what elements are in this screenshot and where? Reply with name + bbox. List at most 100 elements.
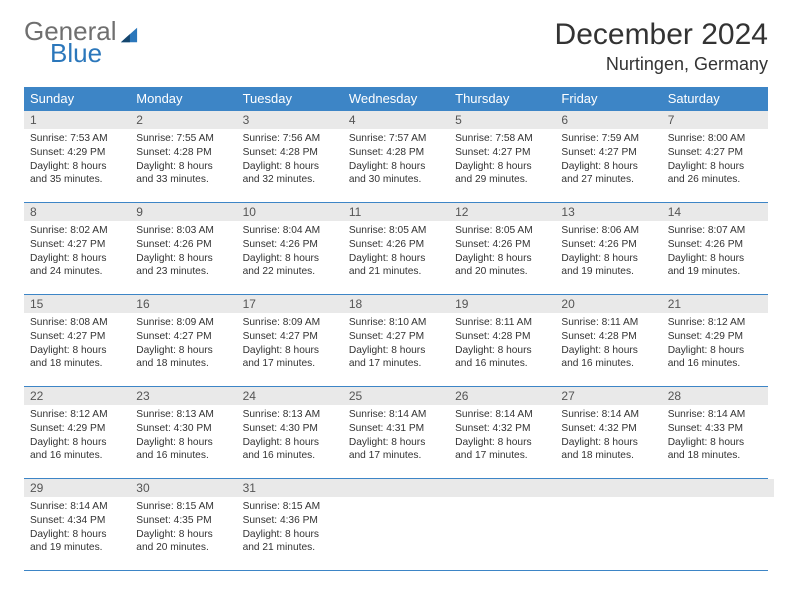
cell-inner: 26Sunrise: 8:14 AMSunset: 4:32 PMDayligh…: [449, 387, 555, 469]
daylight-text: Daylight: 8 hours: [349, 436, 443, 450]
day-number: 12: [449, 203, 555, 221]
week-row: 29Sunrise: 8:14 AMSunset: 4:34 PMDayligh…: [24, 479, 768, 571]
sunrise-text: Sunrise: 8:12 AM: [668, 316, 762, 330]
sunset-text: Sunset: 4:36 PM: [243, 514, 337, 528]
day-number: 16: [130, 295, 236, 313]
daylight-text: Daylight: 8 hours: [136, 528, 230, 542]
day-number: 2: [130, 111, 236, 129]
day-number: 23: [130, 387, 236, 405]
sunset-text: Sunset: 4:30 PM: [243, 422, 337, 436]
daylight-text: Daylight: 8 hours: [561, 344, 655, 358]
daylight-text: and 20 minutes.: [136, 541, 230, 555]
daylight-text: and 16 minutes.: [561, 357, 655, 371]
sunrise-text: Sunrise: 8:10 AM: [349, 316, 443, 330]
sunrise-text: Sunrise: 8:14 AM: [561, 408, 655, 422]
sunset-text: Sunset: 4:26 PM: [455, 238, 549, 252]
sunrise-text: Sunrise: 8:12 AM: [30, 408, 124, 422]
sunset-text: Sunset: 4:26 PM: [136, 238, 230, 252]
daylight-text: and 23 minutes.: [136, 265, 230, 279]
col-mon: Monday: [130, 87, 236, 111]
day-cell: 20Sunrise: 8:11 AMSunset: 4:28 PMDayligh…: [555, 295, 661, 387]
day-cell: 27Sunrise: 8:14 AMSunset: 4:32 PMDayligh…: [555, 387, 661, 479]
sunset-text: Sunset: 4:32 PM: [561, 422, 655, 436]
cell-inner: 14Sunrise: 8:07 AMSunset: 4:26 PMDayligh…: [662, 203, 768, 285]
daylight-text: and 24 minutes.: [30, 265, 124, 279]
header-row: Sunday Monday Tuesday Wednesday Thursday…: [24, 87, 768, 111]
daylight-text: Daylight: 8 hours: [136, 436, 230, 450]
daylight-text: Daylight: 8 hours: [668, 252, 762, 266]
cell-inner: 16Sunrise: 8:09 AMSunset: 4:27 PMDayligh…: [130, 295, 236, 377]
day-cell: 23Sunrise: 8:13 AMSunset: 4:30 PMDayligh…: [130, 387, 236, 479]
day-cell: 13Sunrise: 8:06 AMSunset: 4:26 PMDayligh…: [555, 203, 661, 295]
cell-inner: 25Sunrise: 8:14 AMSunset: 4:31 PMDayligh…: [343, 387, 449, 469]
cell-inner: 21Sunrise: 8:12 AMSunset: 4:29 PMDayligh…: [662, 295, 768, 377]
daylight-text: and 18 minutes.: [136, 357, 230, 371]
sunrise-text: Sunrise: 8:00 AM: [668, 132, 762, 146]
sunset-text: Sunset: 4:28 PM: [349, 146, 443, 160]
sunset-text: Sunset: 4:32 PM: [455, 422, 549, 436]
cell-inner: 30Sunrise: 8:15 AMSunset: 4:35 PMDayligh…: [130, 479, 236, 561]
daylight-text: Daylight: 8 hours: [243, 528, 337, 542]
day-cell: [555, 479, 661, 571]
day-number: 29: [24, 479, 130, 497]
daynum-bar-empty: [337, 479, 455, 497]
daynum-bar-empty: [549, 479, 667, 497]
daylight-text: and 27 minutes.: [561, 173, 655, 187]
daylight-text: and 20 minutes.: [455, 265, 549, 279]
cell-inner: 23Sunrise: 8:13 AMSunset: 4:30 PMDayligh…: [130, 387, 236, 469]
sunrise-text: Sunrise: 8:09 AM: [136, 316, 230, 330]
day-cell: 8Sunrise: 8:02 AMSunset: 4:27 PMDaylight…: [24, 203, 130, 295]
sunrise-text: Sunrise: 8:13 AM: [243, 408, 337, 422]
cell-inner: 19Sunrise: 8:11 AMSunset: 4:28 PMDayligh…: [449, 295, 555, 377]
cell-inner: 31Sunrise: 8:15 AMSunset: 4:36 PMDayligh…: [237, 479, 343, 561]
daylight-text: Daylight: 8 hours: [561, 160, 655, 174]
cell-inner: 12Sunrise: 8:05 AMSunset: 4:26 PMDayligh…: [449, 203, 555, 285]
daylight-text: Daylight: 8 hours: [455, 252, 549, 266]
sunrise-text: Sunrise: 8:13 AM: [136, 408, 230, 422]
daylight-text: Daylight: 8 hours: [668, 344, 762, 358]
day-cell: 29Sunrise: 8:14 AMSunset: 4:34 PMDayligh…: [24, 479, 130, 571]
daylight-text: Daylight: 8 hours: [136, 344, 230, 358]
cell-inner: 11Sunrise: 8:05 AMSunset: 4:26 PMDayligh…: [343, 203, 449, 285]
sunset-text: Sunset: 4:27 PM: [561, 146, 655, 160]
daylight-text: Daylight: 8 hours: [668, 160, 762, 174]
day-number: 13: [555, 203, 661, 221]
daylight-text: and 17 minutes.: [455, 449, 549, 463]
day-cell: 4Sunrise: 7:57 AMSunset: 4:28 PMDaylight…: [343, 111, 449, 203]
sunrise-text: Sunrise: 8:14 AM: [349, 408, 443, 422]
day-number: 14: [662, 203, 768, 221]
cell-inner: 6 Sunrise: 7:59 AMSunset: 4:27 PMDaylight…: [555, 111, 661, 193]
day-cell: 9Sunrise: 8:03 AMSunset: 4:26 PMDaylight…: [130, 203, 236, 295]
day-cell: 26Sunrise: 8:14 AMSunset: 4:32 PMDayligh…: [449, 387, 555, 479]
daylight-text: and 17 minutes.: [349, 357, 443, 371]
day-number: 1: [24, 111, 130, 129]
day-cell: 15Sunrise: 8:08 AMSunset: 4:27 PMDayligh…: [24, 295, 130, 387]
daylight-text: Daylight: 8 hours: [243, 344, 337, 358]
day-number: 30: [130, 479, 236, 497]
day-cell: 19Sunrise: 8:11 AMSunset: 4:28 PMDayligh…: [449, 295, 555, 387]
day-cell: 25Sunrise: 8:14 AMSunset: 4:31 PMDayligh…: [343, 387, 449, 479]
day-number: 27: [555, 387, 661, 405]
sunset-text: Sunset: 4:26 PM: [668, 238, 762, 252]
sunset-text: Sunset: 4:35 PM: [136, 514, 230, 528]
cell-inner: 4Sunrise: 7:57 AMSunset: 4:28 PMDaylight…: [343, 111, 449, 193]
daylight-text: and 16 minutes.: [455, 357, 549, 371]
sunrise-text: Sunrise: 7:59 AM: [561, 132, 655, 146]
day-number: 5: [449, 111, 555, 129]
day-cell: 6 Sunrise: 7:59 AMSunset: 4:27 PMDaylight…: [555, 111, 661, 203]
daylight-text: Daylight: 8 hours: [136, 160, 230, 174]
daylight-text: and 18 minutes.: [561, 449, 655, 463]
daylight-text: Daylight: 8 hours: [349, 252, 443, 266]
daylight-text: and 26 minutes.: [668, 173, 762, 187]
daylight-text: Daylight: 8 hours: [349, 160, 443, 174]
day-number: 21: [662, 295, 768, 313]
daylight-text: and 16 minutes.: [30, 449, 124, 463]
sunrise-text: Sunrise: 7:57 AM: [349, 132, 443, 146]
daylight-text: and 32 minutes.: [243, 173, 337, 187]
cell-inner: 10Sunrise: 8:04 AMSunset: 4:26 PMDayligh…: [237, 203, 343, 285]
day-cell: 31Sunrise: 8:15 AMSunset: 4:36 PMDayligh…: [237, 479, 343, 571]
day-number: 6: [555, 111, 661, 129]
day-cell: 5Sunrise: 7:58 AMSunset: 4:27 PMDaylight…: [449, 111, 555, 203]
day-cell: 11Sunrise: 8:05 AMSunset: 4:26 PMDayligh…: [343, 203, 449, 295]
day-cell: [662, 479, 768, 571]
